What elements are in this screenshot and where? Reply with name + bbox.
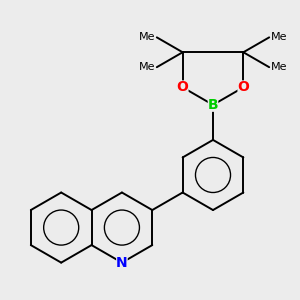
Text: Me: Me <box>271 32 287 42</box>
Text: O: O <box>237 80 249 94</box>
Text: Me: Me <box>271 62 287 72</box>
Text: N: N <box>116 256 128 270</box>
Text: O: O <box>177 80 189 94</box>
Text: Me: Me <box>139 62 155 72</box>
Text: Me: Me <box>139 32 155 42</box>
Text: B: B <box>208 98 218 112</box>
